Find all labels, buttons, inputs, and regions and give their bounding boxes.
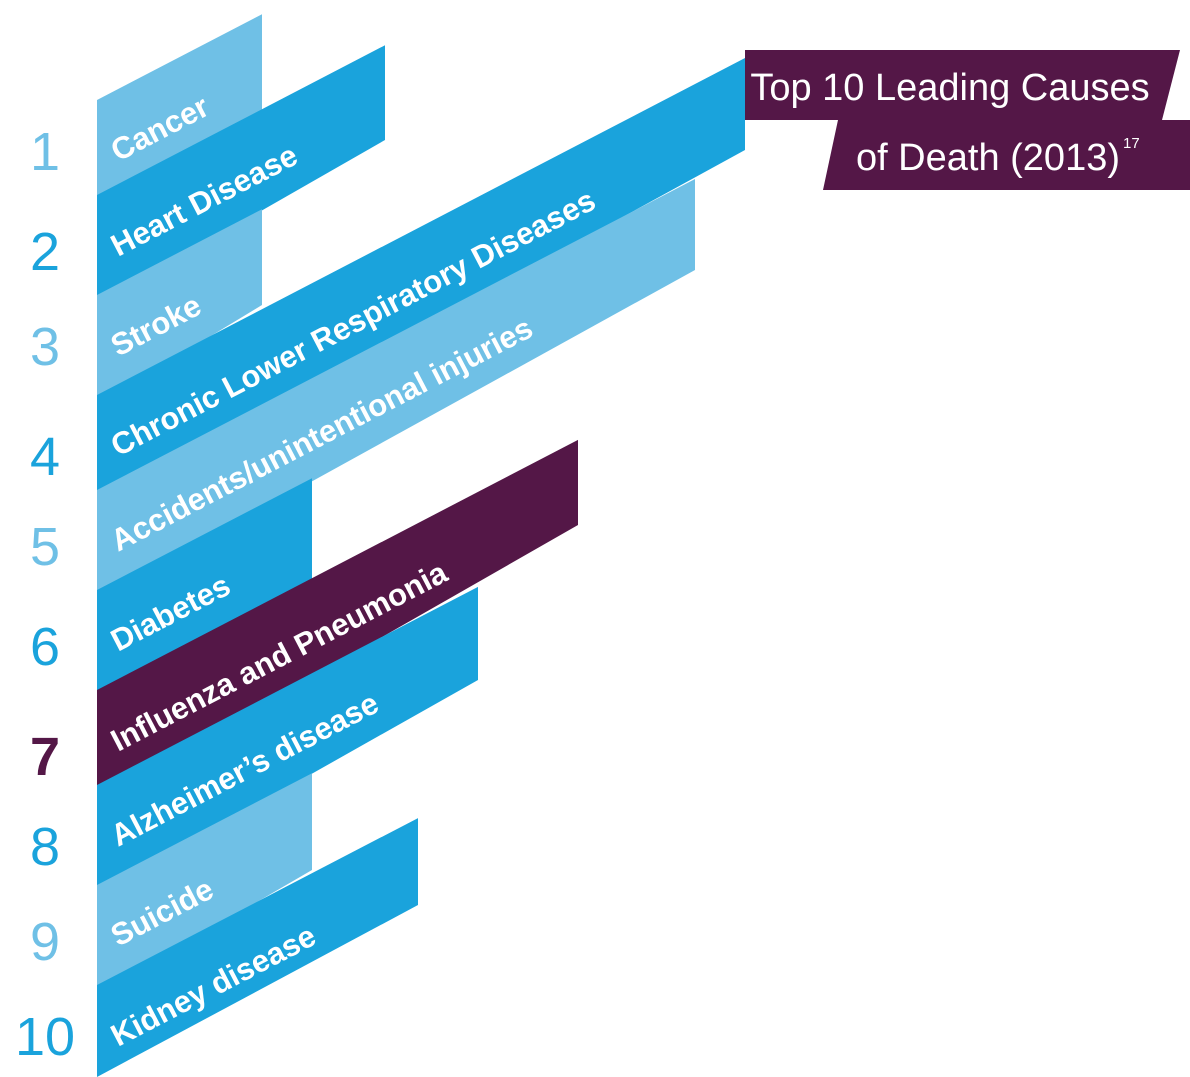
rank-number: 2 [30,222,60,282]
rank-number: 1 [30,122,60,182]
ribbon [97,209,262,405]
rank-number: 8 [30,817,60,877]
ribbon [97,586,478,895]
rank-number: 10 [15,1007,75,1067]
ribbon [97,58,745,505]
title-banner: Top 10 Leading Causes of Death (2013) 17 [745,50,1190,190]
rank-number: 9 [30,912,60,972]
ribbon [97,439,578,800]
ribbon [97,478,312,700]
rank-number: 7 [30,727,60,787]
ranks: 1 2 3 4 5 6 7 8 9 10 [15,122,75,1067]
rank-number: 3 [30,317,60,377]
title-superscript: 17 [1123,135,1140,152]
title-line-2: of Death (2013) [856,137,1120,179]
title-line-1: Top 10 Leading Causes [750,67,1149,109]
rank-number: 4 [30,427,60,487]
title-ribbon-top [745,50,1180,120]
title-ribbon-bottom [823,120,1190,190]
ribbon [97,45,385,306]
ribbon [97,179,695,601]
ribbon [97,818,418,1077]
rank-number: 5 [30,517,60,577]
ribbon [97,773,312,995]
rank-number: 6 [30,617,60,677]
